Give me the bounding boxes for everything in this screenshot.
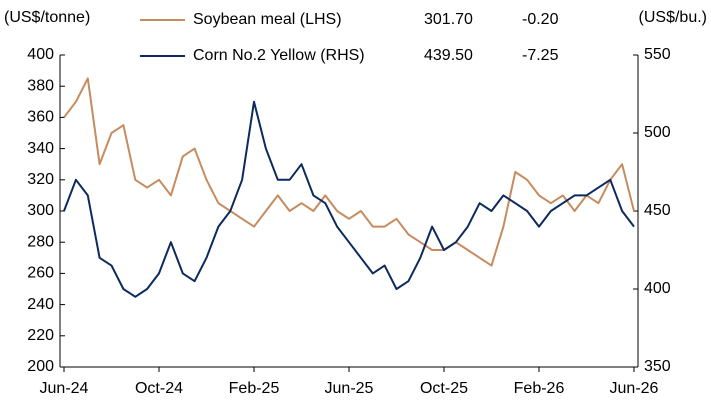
x-tick-label: Oct-24 [135,380,183,397]
y-tick-label: 340 [27,140,54,157]
y-tick-label: 400 [27,46,54,63]
legend-label: Corn No.2 Yellow (RHS) [193,47,365,64]
legend-change: -0.20 [522,11,559,28]
x-tick-label: Jun-25 [325,380,374,397]
legend-last: 301.70 [424,11,473,28]
y2-tick-label: 500 [644,124,671,141]
y2-tick-label: 400 [644,280,671,297]
legend-change: -7.25 [522,47,559,64]
legend-last: 439.50 [424,47,473,64]
y-tick-label: 320 [27,171,54,188]
y-tick-label: 200 [27,358,54,375]
x-tick-label: Jun-26 [610,380,659,397]
x-tick-label: Oct-25 [420,380,468,397]
x-tick-label: Jun-24 [40,380,89,397]
y-tick-label: 360 [27,109,54,126]
y2-tick-label: 550 [644,46,671,63]
series-line [63,77,635,267]
legend-label: Soybean meal (LHS) [193,11,342,28]
x-tick-label: Feb-26 [514,380,565,397]
y-tick-label: 240 [27,296,54,313]
y-tick-label: 260 [27,265,54,282]
y-tick-label: 280 [27,233,54,250]
x-tick-label: Feb-25 [229,380,280,397]
y-tick-label: 220 [27,327,54,344]
y-tick-label: 300 [27,202,54,219]
y2-axis-label: (US$/bu.) [639,9,707,26]
y-tick-label: 380 [27,77,54,94]
y2-tick-label: 350 [644,358,671,375]
series-line [63,100,635,298]
y2-tick-label: 450 [644,202,671,219]
y-axis-label: (US$/tonne) [4,9,90,26]
